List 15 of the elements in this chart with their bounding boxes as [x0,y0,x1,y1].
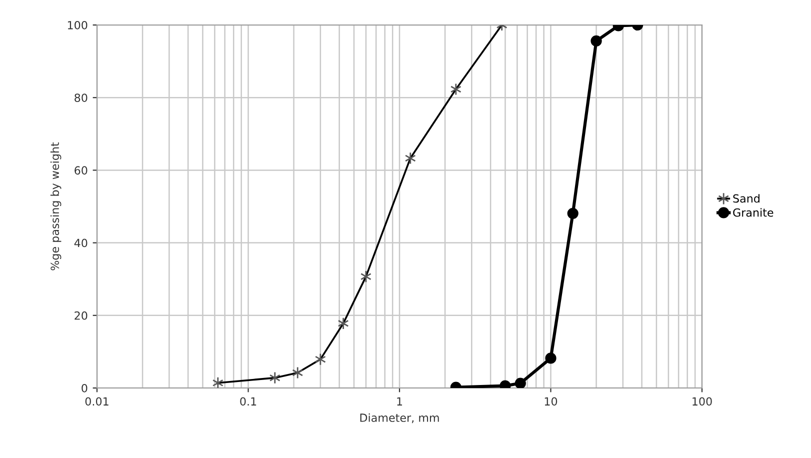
x-tick-label: 0.1 [240,397,256,406]
legend-label: Granite [733,208,774,217]
x-tick-label: 1 [397,397,402,406]
y-tick-label: 20 [74,311,88,320]
y-tick-label: 60 [74,166,88,175]
y-tick-label: 0 [82,384,88,392]
x-tick-label: 0.01 [85,397,108,406]
x-tick-label: 10 [544,397,558,406]
y-tick-label: 40 [74,238,88,248]
x-axis-title: Diameter, mm [360,413,439,424]
x-tick-label: 100 [692,397,712,406]
y-axis-title: %ge passing by weight [50,142,62,270]
y-tick-label: 80 [74,94,88,102]
y-tick-label: 100 [68,20,88,30]
legend-label: Sand [733,194,760,203]
